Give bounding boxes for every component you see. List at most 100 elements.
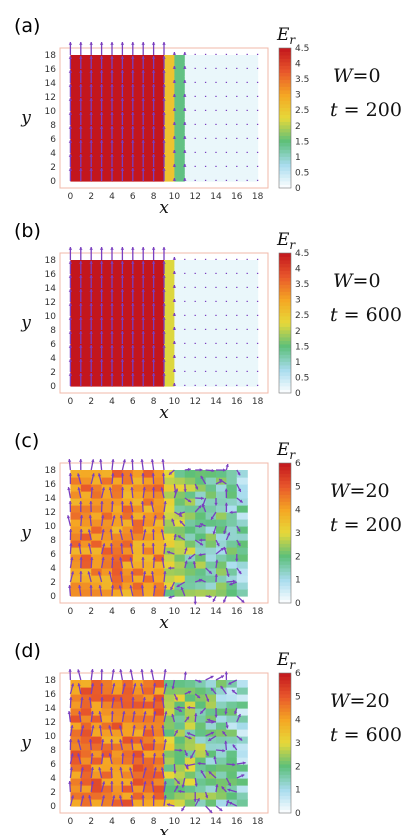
field-arrow-head bbox=[108, 487, 113, 491]
field-cell bbox=[226, 104, 238, 112]
field-cell bbox=[174, 687, 186, 695]
field-cell bbox=[122, 792, 134, 800]
field-cell bbox=[122, 554, 134, 562]
y-tick-label: 18 bbox=[45, 676, 57, 686]
field-cell bbox=[132, 512, 144, 520]
field-arrow-head bbox=[77, 543, 82, 547]
field-cell bbox=[132, 69, 144, 77]
field-cell bbox=[70, 69, 82, 77]
panel-a-label: (a) bbox=[14, 15, 40, 37]
field-cell bbox=[205, 344, 217, 352]
field-arrow-head bbox=[68, 98, 73, 101]
field-arrow-head bbox=[141, 359, 145, 362]
field-arrow-head bbox=[160, 697, 165, 701]
colorbar-segment bbox=[279, 557, 291, 562]
field-cell bbox=[184, 484, 196, 492]
field-arrow-head bbox=[161, 557, 165, 561]
field-cell bbox=[216, 309, 227, 317]
field-arrow-head bbox=[131, 70, 135, 73]
field-cell bbox=[195, 139, 207, 147]
field-cell bbox=[153, 337, 165, 345]
field-cell bbox=[122, 316, 134, 324]
field-arrow-head bbox=[89, 585, 93, 588]
field-cell bbox=[70, 708, 82, 716]
field-cell bbox=[112, 337, 123, 345]
field-cell bbox=[226, 302, 238, 310]
field-cell bbox=[70, 309, 82, 317]
field-arrow-head bbox=[89, 373, 93, 376]
field-arrow-head bbox=[141, 317, 145, 320]
y-tick-label: 6 bbox=[50, 550, 56, 560]
field-arrow-head bbox=[89, 42, 93, 45]
field-cell bbox=[153, 722, 165, 730]
panel-c-label: (c) bbox=[14, 430, 39, 452]
field-arrow-head bbox=[167, 550, 171, 555]
field-cell bbox=[70, 491, 82, 499]
field-arrow-head bbox=[131, 98, 135, 101]
field-cell bbox=[216, 358, 227, 366]
field-arrow-head bbox=[129, 501, 133, 505]
field-cell bbox=[112, 295, 123, 303]
field-cell bbox=[184, 267, 196, 275]
field-cell bbox=[143, 484, 155, 492]
field-arrow-head bbox=[163, 739, 167, 743]
field-cell bbox=[236, 715, 248, 723]
field-cell bbox=[205, 274, 217, 282]
field-cell bbox=[195, 167, 207, 175]
field-cell bbox=[184, 736, 196, 744]
field-cell bbox=[226, 729, 238, 737]
field-cell bbox=[226, 62, 238, 70]
field-arrow-head bbox=[201, 504, 205, 508]
y-tick-label: 10 bbox=[45, 732, 57, 742]
y-tick-label: 8 bbox=[50, 121, 56, 131]
field-arrow-head bbox=[89, 126, 93, 129]
field-arrow-head bbox=[89, 359, 93, 362]
field-cell bbox=[80, 722, 92, 730]
field-cell bbox=[153, 547, 165, 555]
field-cell bbox=[216, 484, 227, 492]
field-arrow-head bbox=[70, 571, 75, 575]
field-cell bbox=[216, 701, 227, 709]
field-cell bbox=[236, 104, 248, 112]
colorbar-segment bbox=[279, 181, 291, 185]
field-cell bbox=[236, 547, 248, 555]
field-arrow-head bbox=[139, 683, 144, 687]
field-cell bbox=[153, 267, 165, 275]
field-cell bbox=[205, 330, 217, 338]
field-cell bbox=[143, 125, 155, 133]
field-arrow-head bbox=[101, 781, 106, 785]
field-cell bbox=[143, 97, 155, 105]
field-cell bbox=[216, 281, 227, 289]
field-arrow-head bbox=[129, 473, 133, 477]
colorbar-segment bbox=[279, 578, 291, 583]
field-arrow-head bbox=[224, 502, 229, 506]
field-cell bbox=[112, 540, 123, 548]
y-tick-label: 8 bbox=[50, 746, 56, 756]
field-arrow-head bbox=[208, 594, 212, 599]
field-arrow-head bbox=[142, 515, 146, 518]
field-cell bbox=[132, 316, 144, 324]
field-cell bbox=[143, 153, 155, 161]
field-cell bbox=[153, 498, 165, 506]
field-arrow-head bbox=[109, 529, 113, 532]
field-arrow-head bbox=[120, 359, 125, 362]
x-tick-label: 18 bbox=[252, 607, 264, 617]
field-cell bbox=[195, 505, 207, 513]
field-arrow-head bbox=[206, 698, 210, 702]
field-cell bbox=[91, 167, 103, 175]
field-cell bbox=[205, 680, 217, 688]
field-arrow-head bbox=[99, 70, 104, 73]
field-cell bbox=[122, 167, 134, 175]
field-cell bbox=[226, 260, 238, 268]
field-cell bbox=[236, 351, 248, 359]
field-arrow-head bbox=[98, 585, 102, 589]
field-cell bbox=[112, 55, 123, 63]
field-arrow-head bbox=[67, 459, 72, 462]
field-cell bbox=[101, 519, 113, 527]
field-cell bbox=[184, 561, 196, 569]
field-cell bbox=[80, 470, 92, 478]
field-cells bbox=[70, 680, 248, 807]
field-cell bbox=[122, 589, 134, 597]
field-arrow-head bbox=[141, 154, 145, 157]
colorbar-segment bbox=[279, 512, 291, 516]
